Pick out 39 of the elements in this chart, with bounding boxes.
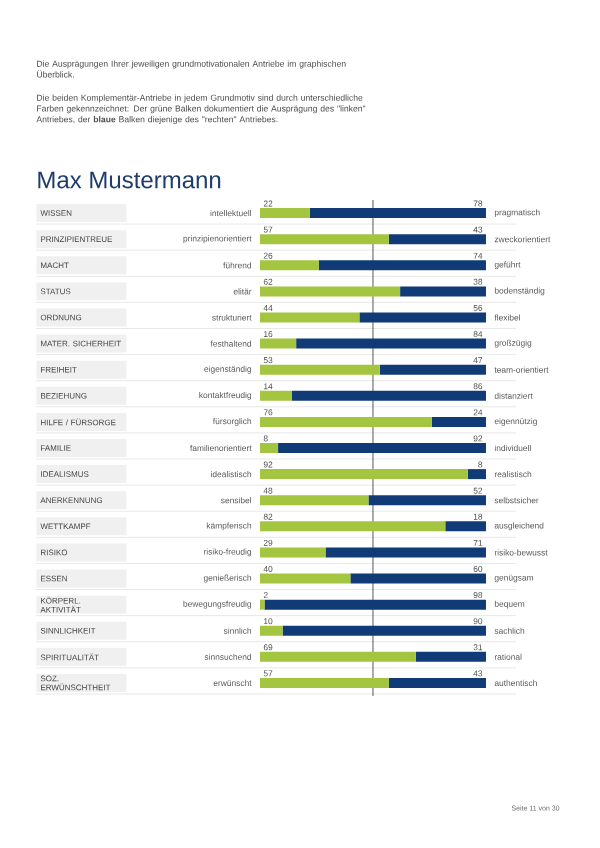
bar (415, 651, 486, 662)
bar (259, 443, 279, 454)
bar (259, 495, 369, 506)
bar (431, 416, 486, 427)
bar (259, 677, 389, 688)
bar (359, 312, 486, 323)
bar (259, 312, 360, 323)
bar (259, 338, 297, 349)
bar (388, 234, 486, 245)
bar (259, 573, 351, 584)
bar (259, 469, 468, 480)
bar (259, 521, 446, 532)
bar (259, 599, 265, 610)
bar (259, 364, 380, 375)
bar (296, 338, 486, 349)
bar (259, 390, 292, 401)
bar (291, 390, 486, 401)
bar (309, 208, 486, 219)
bar (379, 364, 486, 375)
bar (259, 260, 319, 271)
bar (388, 677, 486, 688)
bar (350, 573, 486, 584)
bar (259, 208, 310, 219)
bar (259, 651, 416, 662)
bar (259, 286, 401, 297)
bar (445, 521, 486, 532)
bar (368, 495, 486, 506)
bar (259, 416, 432, 427)
bar (259, 625, 283, 636)
bar (259, 234, 389, 245)
bar (400, 286, 486, 297)
bar (278, 443, 486, 454)
bar (282, 625, 486, 636)
bar (318, 260, 486, 271)
bar (467, 469, 486, 480)
bar (264, 599, 486, 610)
bar (259, 547, 326, 558)
bar (325, 547, 486, 558)
chart-title: Max Mustermann (38, 171, 221, 189)
